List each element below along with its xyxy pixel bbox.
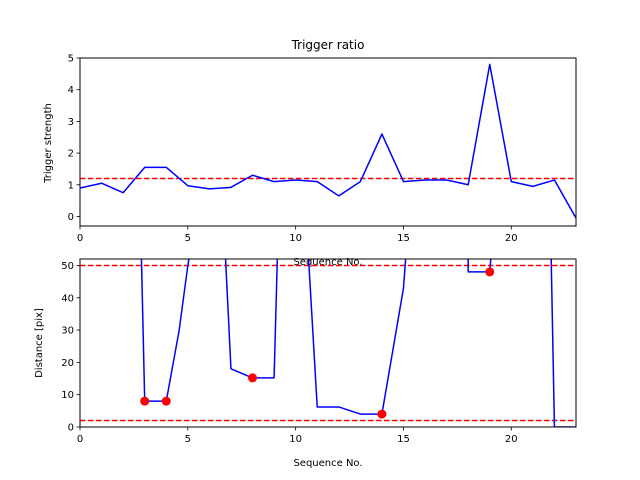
x-tick-label: 15 <box>397 233 410 244</box>
data-point-marker <box>377 409 387 419</box>
trigger-ratio-chart: Trigger ratio Trigger strength Sequence … <box>43 38 577 268</box>
series-line <box>467 259 492 273</box>
x-tick-label: 5 <box>185 233 191 244</box>
data-point-marker <box>485 267 495 277</box>
plot-area: 0 5 10 15 20 0 10 20 30 40 50 <box>61 258 577 445</box>
y-tick-label: 0 <box>68 212 74 223</box>
x-tick-label: 0 <box>77 233 83 244</box>
y-tick-label: 10 <box>61 390 74 401</box>
x-tick-label: 10 <box>289 434 302 445</box>
y-axis-label: Distance [pix] <box>34 308 45 378</box>
x-tick-label: 20 <box>505 233 518 244</box>
y-tick-label: 0 <box>68 423 74 434</box>
x-tick-label: 0 <box>77 434 83 445</box>
plot-body <box>80 63 576 219</box>
series-line <box>80 63 576 219</box>
x-tick-label: 15 <box>397 434 410 445</box>
y-tick-label: 40 <box>61 293 74 304</box>
series-line <box>307 259 407 415</box>
x-tick-label: 5 <box>185 434 191 445</box>
x-axis-label: Sequence No. <box>293 458 362 469</box>
distance-chart: Distance [pix] Sequence No. 0 5 10 15 20 0 10 2… <box>34 258 577 469</box>
y-tick-label: 5 <box>68 54 74 65</box>
data-point-marker <box>161 396 171 406</box>
data-point-marker <box>140 396 150 406</box>
y-tick-label: 20 <box>61 358 74 369</box>
x-axis-label: Sequence No. <box>293 257 362 268</box>
y-tick-label: 3 <box>68 117 74 128</box>
data-point-marker <box>248 373 258 383</box>
axes-frame <box>79 258 577 428</box>
x-tick-label: 10 <box>289 233 302 244</box>
y-tick-label: 2 <box>68 149 74 160</box>
y-tick-label: 50 <box>61 261 74 272</box>
series-line <box>140 259 190 402</box>
chart-title: Trigger ratio <box>291 38 365 52</box>
y-tick-label: 1 <box>68 180 74 191</box>
x-tick-label: 20 <box>505 434 518 445</box>
series-line <box>550 259 576 427</box>
y-axis-label: Trigger strength <box>43 103 54 184</box>
y-tick-label: 4 <box>68 85 74 96</box>
y-tick-label: 30 <box>61 326 74 337</box>
plot-area: 0 5 10 15 20 0 1 2 3 4 5 <box>68 54 577 244</box>
axes-frame <box>79 57 577 227</box>
